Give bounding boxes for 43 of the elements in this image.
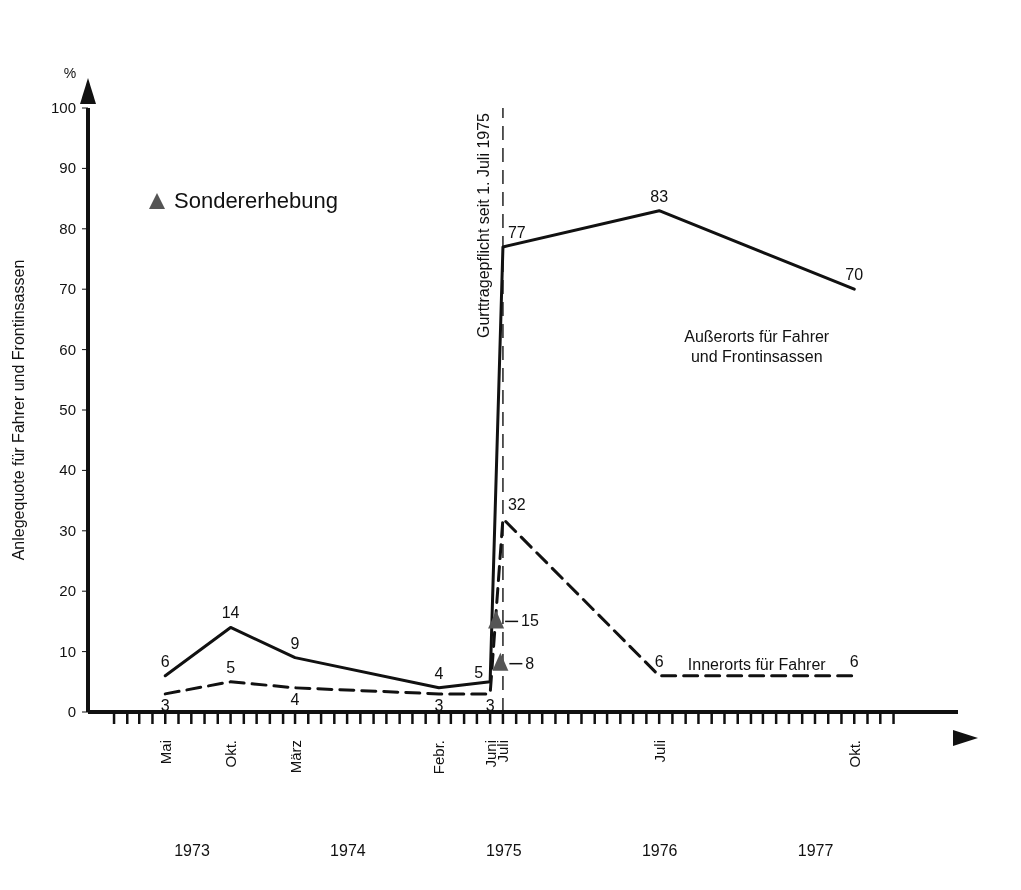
data-label: 77 [507, 223, 526, 241]
data-label: 4 [434, 664, 444, 682]
data-label: 6 [160, 652, 170, 670]
y-axis-title: Anlegequote für Fahrer und Frontinsassen [9, 259, 27, 561]
y-tick-label: 30 [59, 521, 76, 539]
x-tick-label: Juli [650, 740, 668, 763]
data-label: 5 [226, 658, 236, 676]
data-label: 9 [290, 634, 300, 652]
data-label: 14 [221, 604, 240, 622]
x-tick-label: März [286, 740, 304, 774]
text: 1977 [797, 842, 834, 859]
y-tick-label: 60 [59, 340, 76, 358]
x-tick-label: Okt. [845, 740, 863, 768]
y-tick-label: 100 [50, 99, 76, 116]
text: 1976 [641, 842, 678, 859]
data-label: 15 [521, 612, 539, 630]
data-label: 8 [525, 654, 535, 672]
y-tick-label: 10 [59, 642, 76, 660]
text: 1975 [485, 842, 522, 859]
text: Außerorts für Fahrer und Frontinsassen [684, 328, 830, 365]
data-label: 4 [290, 690, 300, 708]
x-tick-label: Febr. [430, 740, 448, 775]
x-tick-label: Mai [156, 740, 174, 765]
legend-label: Sondererhebung [174, 188, 338, 214]
data-label: 6 [849, 652, 859, 670]
data-label: 6 [654, 652, 664, 670]
data-label: 5 [474, 663, 484, 681]
ref-line-label: Gurttragepflicht seit 1. Juli 1975 [474, 112, 492, 339]
text: % [63, 65, 77, 81]
y-tick-label: 80 [59, 219, 76, 237]
text: 1974 [330, 842, 366, 859]
data-label: 32 [507, 495, 526, 513]
y-tick-label: 0 [67, 703, 76, 720]
y-tick-label: 20 [59, 582, 76, 600]
y-tick-label: 50 [59, 401, 76, 418]
data-label: 70 [845, 266, 864, 284]
y-tick-label: 40 [59, 461, 76, 479]
text: 1973 [174, 842, 210, 859]
y-tick-label: 90 [59, 159, 76, 177]
x-tick-label: Okt. [222, 740, 240, 768]
data-label: 83 [650, 187, 669, 205]
y-tick-label: 70 [59, 280, 76, 298]
series-label: Innerorts für Fahrer [687, 656, 827, 674]
